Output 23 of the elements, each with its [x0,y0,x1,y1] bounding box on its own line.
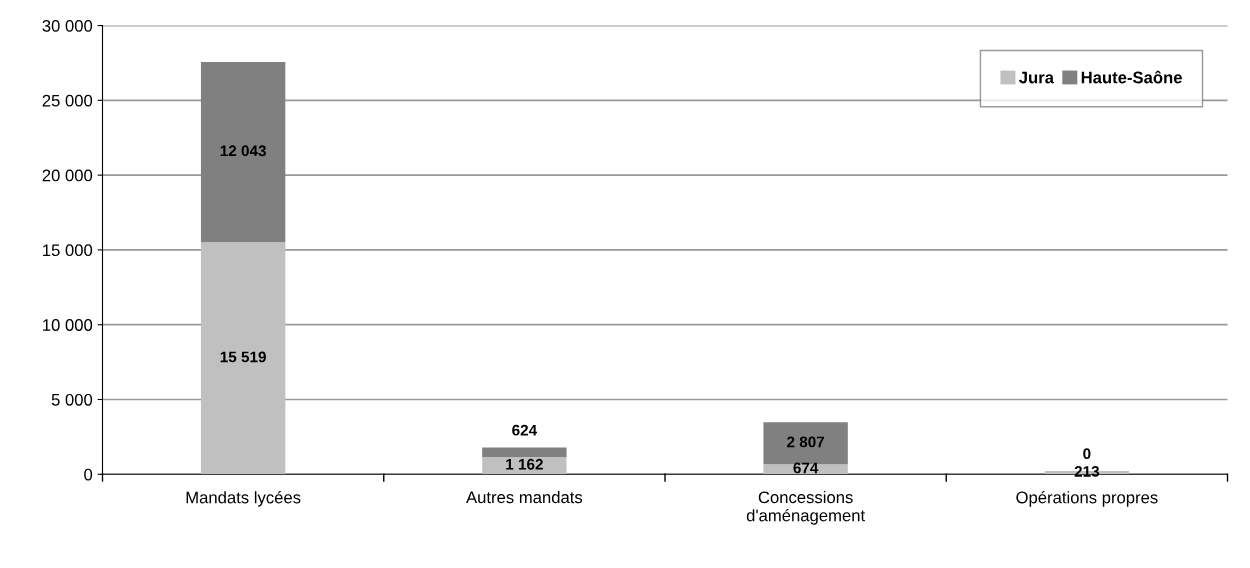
data-label: 2 807 [787,436,825,448]
bar [200,242,286,475]
legend-label: Jura [1019,71,1055,84]
data-label: 624 [512,424,538,436]
y-tick-label: 0 [84,468,93,481]
data-label: 12 043 [220,145,266,157]
data-label: 1 162 [506,458,543,470]
data-label: 15 519 [220,351,266,363]
data-label: 0 [1083,448,1091,460]
y-tick-label: 15 000 [43,244,93,257]
y-tick-label: 30 000 [42,19,93,32]
x-tick-label: Mandats lycées [186,490,301,507]
y-tick-label: 25 000 [42,94,93,107]
bar [200,62,286,243]
x-tick-label: Concessions d'aménagement [746,490,866,525]
x-tick-label: Opérations propres [1016,490,1158,507]
legend-label: Haute-Saône [1081,70,1182,84]
data-label: 674 [793,462,819,474]
y-tick-label: 20 000 [42,169,93,182]
bar [482,447,567,457]
x-tick-label: Autres mandats [466,490,583,504]
y-tick-label: 5 000 [51,393,93,406]
y-tick-label: 10 000 [43,319,93,331]
